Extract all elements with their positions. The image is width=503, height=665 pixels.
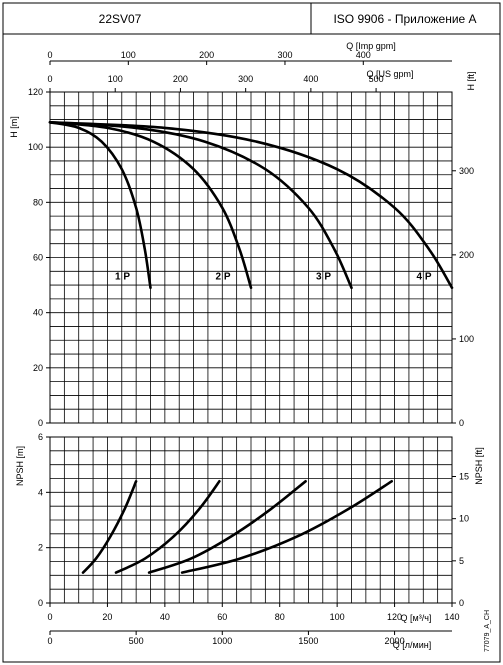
top-axes: Q [Imp gpm] 0 100 200 300 400 Q [US gpm] 0 10… xyxy=(47,41,452,92)
npsh-curve-1p xyxy=(81,480,138,574)
h-tick-label: 40 xyxy=(33,308,43,318)
q-tick-label: 120 xyxy=(387,612,402,622)
npsh-ft-tick-label: 10 xyxy=(459,514,469,524)
q-tick-label: 100 xyxy=(330,612,345,622)
npsh-tick-label: 4 xyxy=(38,487,43,497)
imp-gpm-tick-label: 400 xyxy=(356,50,371,60)
q-tick-label: 140 xyxy=(444,612,459,622)
npsh-tick-label: 6 xyxy=(38,432,43,442)
curve-label-1p: 1 P xyxy=(115,272,130,283)
npsh-ft-ticks: 0 5 10 15 xyxy=(452,472,469,608)
q-tick-label: 80 xyxy=(275,612,285,622)
h-ft-axis-label: H [ft] xyxy=(466,71,476,90)
q-m3h-ticks: 0 20 40 60 80 100 120 140 xyxy=(47,603,460,622)
us-gpm-tick-label: 200 xyxy=(173,74,188,84)
lmin-tick-label: 2000 xyxy=(385,636,405,646)
q-tick-label: 60 xyxy=(217,612,227,622)
npsh-curves xyxy=(81,480,393,574)
q-lmin-ticks: 0 500 1000 1500 2000 xyxy=(47,631,405,646)
npsh-ft-tick-label: 5 xyxy=(459,556,464,566)
h-ft-tick-label: 0 xyxy=(459,418,464,428)
h-curve-2p xyxy=(48,121,253,290)
h-ft-tick-label: 200 xyxy=(459,250,474,260)
us-gpm-tick-label: 500 xyxy=(369,74,384,84)
us-gpm-tick-label: 100 xyxy=(108,74,123,84)
imp-gpm-axis-label: Q [Imp gpm] xyxy=(346,41,396,51)
curve-label-3p: 3 P xyxy=(316,272,331,283)
npsh-curve-2p xyxy=(114,480,221,574)
npsh-axis-label: NPSH [m] xyxy=(15,446,25,486)
lmin-tick-label: 0 xyxy=(47,636,52,646)
model-title: 22SV07 xyxy=(99,12,142,26)
npsh-tick-label: 2 xyxy=(38,543,43,553)
lmin-tick-label: 1500 xyxy=(298,636,318,646)
q-tick-label: 20 xyxy=(102,612,112,622)
h-tick-label: 20 xyxy=(33,363,43,373)
h-y-ticks: 0 20 40 60 80 100 120 xyxy=(28,87,50,428)
imp-gpm-ticks: 0 100 200 300 400 xyxy=(47,50,371,65)
drawing-code: 77079_A_CH xyxy=(484,610,491,652)
h-curves: 1 P 2 P 3 P 4 P xyxy=(48,121,454,290)
imp-gpm-tick-label: 300 xyxy=(277,50,292,60)
curve-label-2p: 2 P xyxy=(215,272,230,283)
q-m3h-axis-label: Q [м³/ч] xyxy=(401,613,432,623)
npsh-plot-grid xyxy=(50,437,452,603)
h-axis-label: H [m] xyxy=(9,116,19,138)
h-ft-tick-label: 300 xyxy=(459,166,474,176)
standard-title: ISO 9906 - Приложение A xyxy=(333,12,476,26)
npsh-plot-frame xyxy=(49,436,453,604)
npsh-tick-label: 0 xyxy=(38,598,43,608)
npsh-ft-tick-label: 15 xyxy=(459,472,469,482)
us-gpm-axis-label: Q [US gpm] xyxy=(366,69,413,79)
npsh-ft-tick-label: 0 xyxy=(459,598,464,608)
us-gpm-tick-label: 0 xyxy=(47,74,52,84)
imp-gpm-tick-label: 0 xyxy=(47,50,52,60)
lmin-tick-label: 500 xyxy=(129,636,144,646)
q-tick-label: 0 xyxy=(47,612,52,622)
npsh-ft-axis-label: NPSH [ft] xyxy=(474,447,484,485)
h-tick-label: 0 xyxy=(38,418,43,428)
h-curve-1p xyxy=(48,121,152,290)
lmin-tick-label: 1000 xyxy=(212,636,232,646)
imp-gpm-tick-label: 100 xyxy=(121,50,136,60)
h-tick-label: 80 xyxy=(33,197,43,207)
h-tick-label: 120 xyxy=(28,87,43,97)
us-gpm-tick-label: 300 xyxy=(238,74,253,84)
h-tick-label: 60 xyxy=(33,253,43,263)
h-ft-tick-label: 100 xyxy=(459,334,474,344)
h-curve-3p xyxy=(48,121,353,290)
npsh-curve-4p xyxy=(180,480,393,574)
q-tick-label: 40 xyxy=(160,612,170,622)
us-gpm-tick-label: 400 xyxy=(303,74,318,84)
imp-gpm-tick-label: 200 xyxy=(199,50,214,60)
q-lmin-axis-label: Q [л/мин] xyxy=(393,640,431,650)
npsh-curve-3p xyxy=(147,480,307,574)
header-box xyxy=(2,2,501,35)
npsh-y-ticks: 0 2 4 6 xyxy=(38,432,50,608)
h-tick-label: 100 xyxy=(28,142,43,152)
us-gpm-ticks: 0 100 200 300 400 500 xyxy=(47,74,384,92)
h-curve-4p xyxy=(48,121,454,290)
h-ft-ticks: 0 100 200 300 xyxy=(452,166,474,428)
curve-label-4p: 4 P xyxy=(416,272,431,283)
